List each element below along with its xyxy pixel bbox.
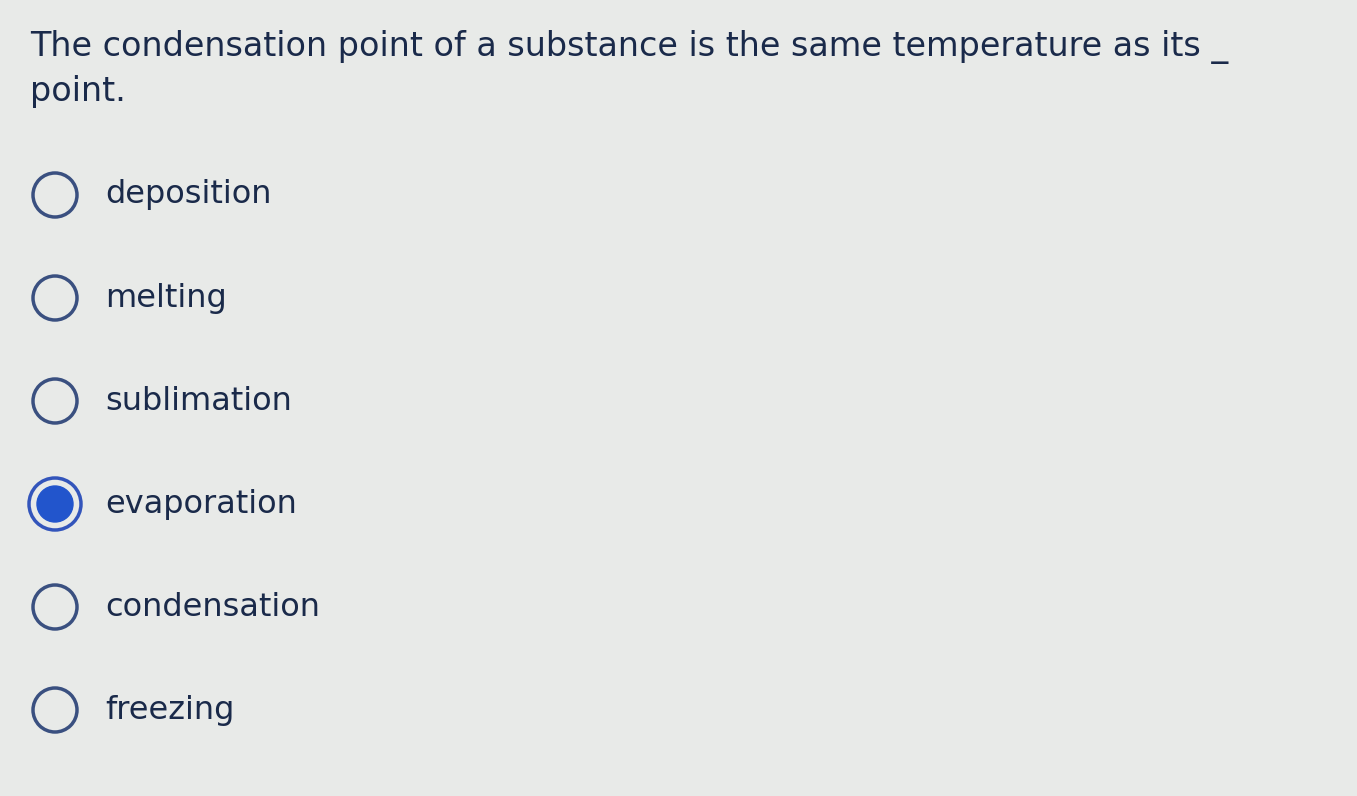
Circle shape (37, 486, 73, 522)
Text: freezing: freezing (104, 694, 235, 725)
Text: deposition: deposition (104, 180, 271, 210)
Text: melting: melting (104, 283, 227, 314)
Text: sublimation: sublimation (104, 385, 292, 416)
Text: point.: point. (30, 75, 126, 108)
Text: evaporation: evaporation (104, 489, 297, 520)
Text: The condensation point of a substance is the same temperature as its _: The condensation point of a substance is… (30, 30, 1228, 64)
Text: condensation: condensation (104, 591, 320, 622)
